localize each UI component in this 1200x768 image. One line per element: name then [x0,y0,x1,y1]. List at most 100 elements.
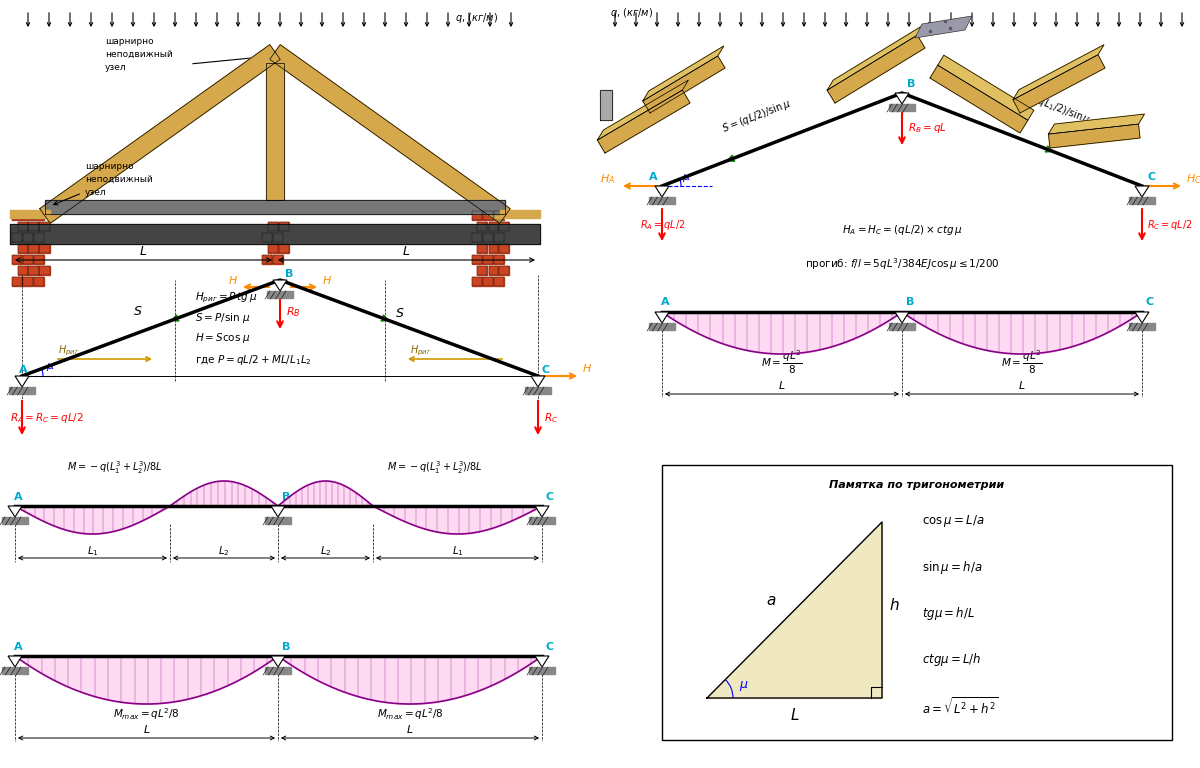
Text: C: C [1146,297,1154,307]
Text: $M = -q(L_1^3+L_2^3)/8L$: $M = -q(L_1^3+L_2^3)/8L$ [67,459,163,476]
Polygon shape [12,233,22,242]
Polygon shape [499,266,510,275]
Text: $R_A = R_C = qL/2$: $R_A = R_C = qL/2$ [10,411,84,425]
Text: $q,\,(кг/м)$: $q,\,(кг/м)$ [610,6,653,20]
Polygon shape [895,93,910,104]
Polygon shape [482,255,493,264]
Text: $R_A = qL/2$: $R_A = qL/2$ [640,218,685,232]
Polygon shape [499,244,510,253]
Text: B: B [284,269,293,279]
Text: $S$: $S$ [396,307,404,319]
Text: C: C [1147,172,1156,182]
Text: $\mu$: $\mu$ [739,679,749,693]
Polygon shape [655,312,670,323]
Polygon shape [29,266,38,275]
Polygon shape [40,45,281,223]
Polygon shape [40,222,49,231]
Polygon shape [274,280,287,291]
Polygon shape [494,211,504,220]
Polygon shape [938,55,1034,121]
Text: $R_C$: $R_C$ [544,411,558,425]
Polygon shape [916,16,972,38]
Text: $M = -q(L_1^3+L_2^3)/8L$: $M = -q(L_1^3+L_2^3)/8L$ [388,459,482,476]
Text: B: B [282,642,290,652]
Polygon shape [494,233,504,242]
Polygon shape [278,244,288,253]
Text: $H$: $H$ [582,362,592,374]
Text: $L$: $L$ [779,379,786,391]
Polygon shape [649,323,674,330]
Text: $L$: $L$ [143,723,150,735]
Text: $\mu$: $\mu$ [46,361,55,373]
Polygon shape [23,211,32,220]
Polygon shape [268,244,277,253]
Text: $S$: $S$ [132,305,142,318]
Text: Памятка по тригонометрии: Памятка по тригонометрии [829,480,1004,490]
Polygon shape [14,376,29,387]
Polygon shape [1135,312,1150,323]
FancyBboxPatch shape [662,465,1172,740]
Polygon shape [46,200,505,214]
Text: неподвижный: неподвижный [106,50,173,59]
Text: $ctg\mu = L/h$: $ctg\mu = L/h$ [922,651,982,668]
Text: $H_C$: $H_C$ [1186,172,1200,186]
Polygon shape [895,312,910,323]
Polygon shape [12,277,22,286]
Polygon shape [827,35,925,103]
Polygon shape [499,222,510,231]
Polygon shape [535,656,550,667]
Polygon shape [827,25,923,90]
Polygon shape [10,387,35,394]
Text: $R_B = qL$: $R_B = qL$ [908,121,947,135]
Text: B: B [282,492,290,502]
Polygon shape [488,222,498,231]
Polygon shape [270,45,510,223]
Text: неподвижный: неподвижный [85,175,152,184]
Polygon shape [1049,114,1145,134]
Polygon shape [265,517,290,524]
Polygon shape [29,244,38,253]
Polygon shape [655,186,670,197]
Text: C: C [542,365,550,375]
Polygon shape [8,656,22,667]
Text: B: B [907,79,916,89]
Polygon shape [707,522,882,698]
Text: $L$: $L$ [790,707,799,723]
Polygon shape [478,222,487,231]
Text: B: B [906,297,914,307]
Polygon shape [482,211,493,220]
Polygon shape [1013,55,1105,113]
Polygon shape [482,277,493,286]
Polygon shape [23,233,32,242]
Polygon shape [643,46,724,101]
Text: C: C [546,492,554,502]
Polygon shape [266,63,284,200]
Text: $H_A$: $H_A$ [600,172,616,186]
Polygon shape [472,211,482,220]
Text: $H_A = H_C = (qL/2)\times ctg\,\mu$: $H_A = H_C = (qL/2)\times ctg\,\mu$ [841,223,962,237]
Polygon shape [34,211,44,220]
Text: $L$: $L$ [1019,379,1026,391]
Text: $M_{max} = qL^2/8$: $M_{max} = qL^2/8$ [113,707,180,722]
Polygon shape [23,277,32,286]
Text: $a = \sqrt{L^2+h^2}$: $a = \sqrt{L^2+h^2}$ [922,697,998,718]
Polygon shape [529,517,554,524]
Polygon shape [526,387,551,394]
Text: $L$: $L$ [139,245,148,258]
Text: узел: узел [106,63,127,72]
Text: $H$: $H$ [322,274,332,286]
Text: $L$: $L$ [407,723,414,735]
Polygon shape [266,291,293,298]
Polygon shape [643,56,725,113]
Text: C: C [546,642,554,652]
Polygon shape [472,277,482,286]
Text: $H_{риг} = P\,tg\,\mu$: $H_{риг} = P\,tg\,\mu$ [194,290,258,305]
Polygon shape [274,255,283,264]
Text: A: A [14,492,23,502]
Polygon shape [265,667,290,674]
Polygon shape [8,506,22,517]
Text: $L_1$: $L_1$ [86,544,98,558]
Polygon shape [23,255,32,264]
Text: $R_B$: $R_B$ [286,305,300,319]
Polygon shape [34,255,44,264]
